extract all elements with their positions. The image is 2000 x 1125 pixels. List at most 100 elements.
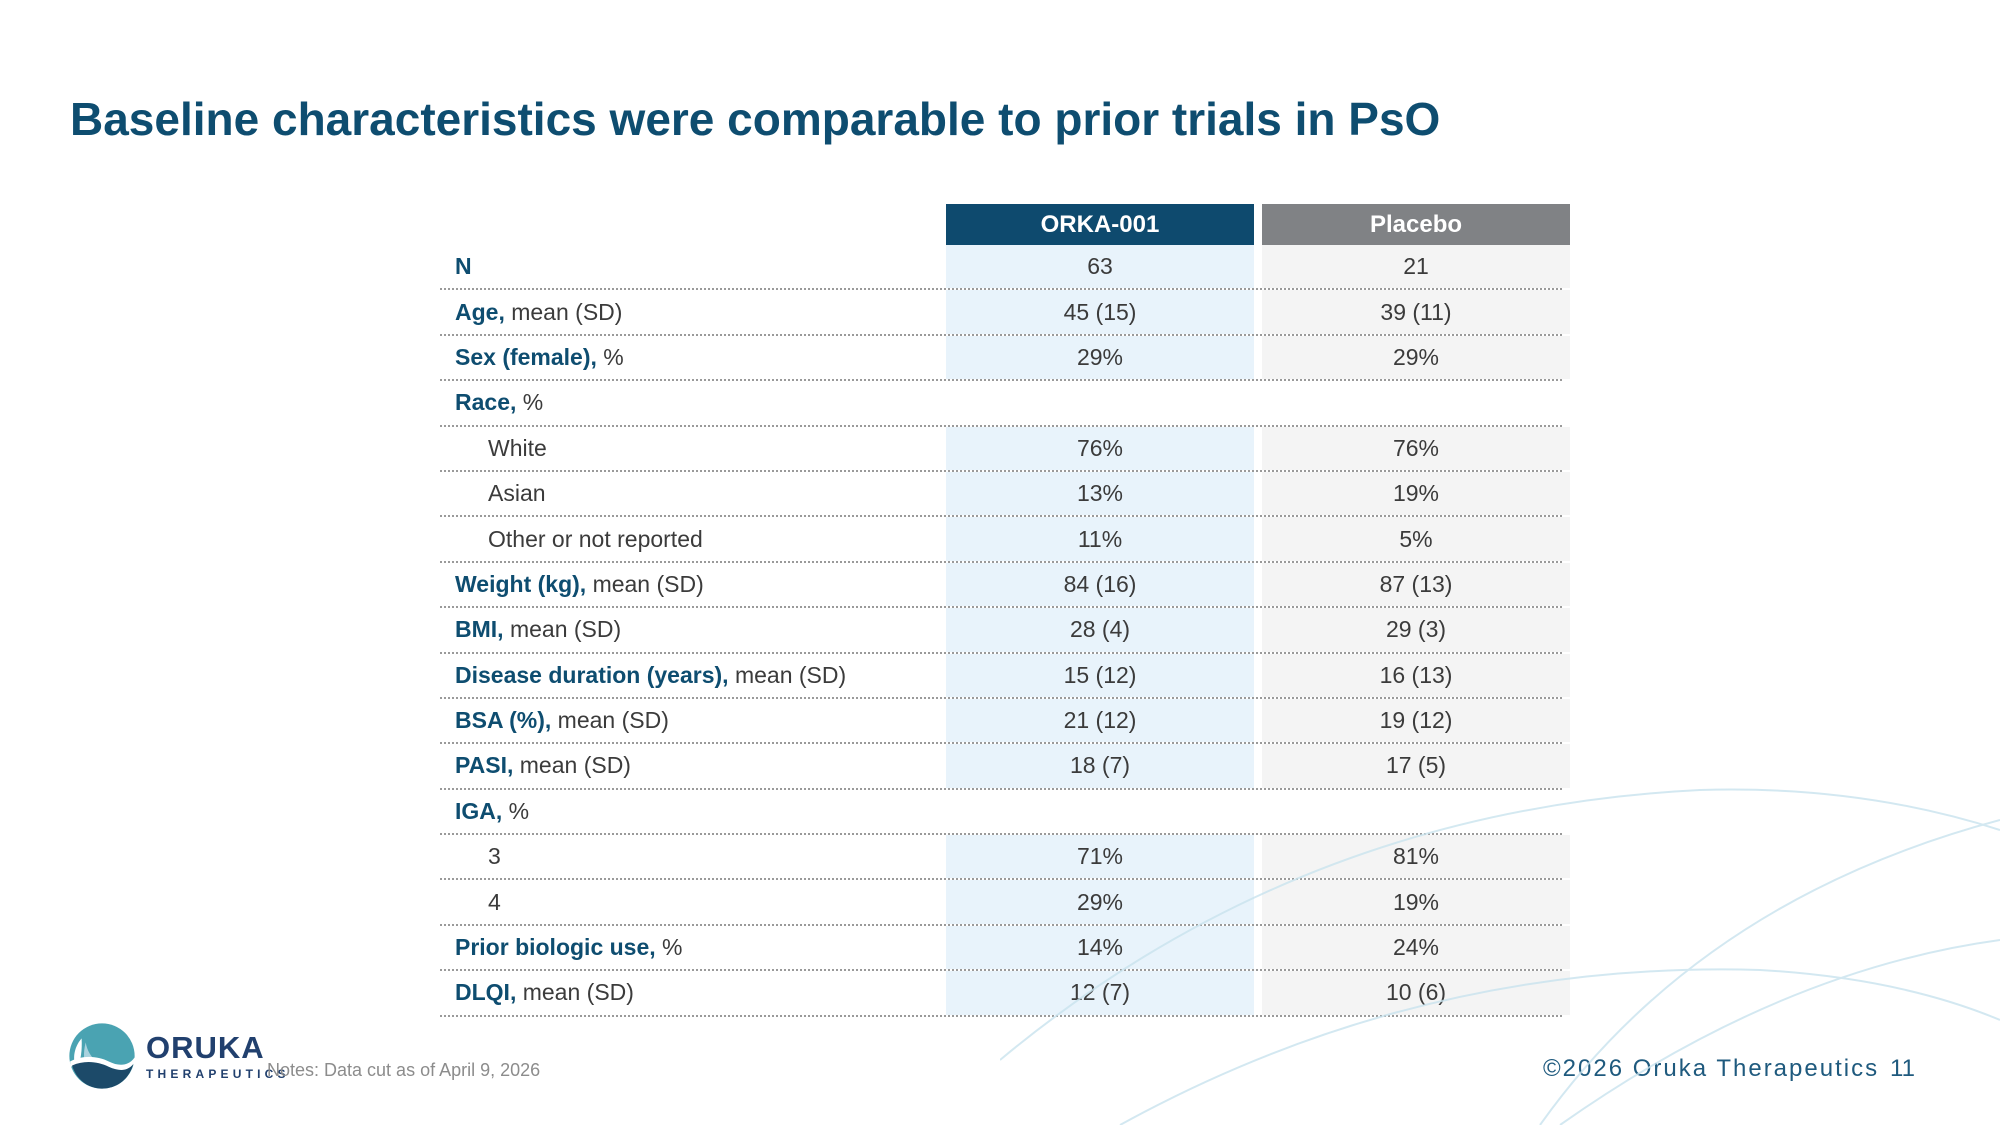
- row-label-term: Race,: [455, 389, 517, 416]
- page-title: Baseline characteristics were comparable…: [70, 92, 1441, 145]
- placebo-value-cell: 19%: [1262, 471, 1570, 516]
- orka-value-cell: [946, 790, 1254, 833]
- placebo-value-cell: 16 (13): [1262, 653, 1570, 697]
- placebo-value-cell: 19%: [1262, 880, 1570, 924]
- oruka-logo-icon: [69, 1023, 135, 1089]
- table-row: N 63 21: [440, 245, 1570, 291]
- row-label-qualifier: mean (SD): [503, 616, 622, 643]
- row-label-qualifier: White: [488, 434, 547, 461]
- orka-value-cell: 29%: [946, 335, 1254, 380]
- row-label-qualifier: mean (SD): [504, 298, 623, 325]
- orka-value-cell: 63: [946, 245, 1254, 289]
- placebo-value-cell: [1262, 790, 1570, 833]
- row-label-qualifier: %: [596, 343, 624, 370]
- page-number: 11: [1890, 1055, 1915, 1082]
- header-spacer: [440, 204, 938, 245]
- row-label: Prior biologic use, %: [440, 926, 938, 969]
- row-label: Race, %: [440, 381, 938, 424]
- row-label: Disease duration (years), mean (SD): [440, 654, 938, 697]
- row-label-term: Sex (female),: [455, 343, 597, 370]
- column-header-orka-001: ORKA-001: [946, 204, 1254, 245]
- row-label-term: BMI,: [455, 616, 504, 643]
- row-label-qualifier: mean (SD): [516, 979, 634, 1006]
- row-label: PASI, mean (SD): [440, 744, 938, 787]
- row-label-qualifier: 4: [488, 888, 501, 915]
- table-header-row: ORKA-001 Placebo: [440, 204, 1570, 245]
- orka-value-cell: 14%: [946, 925, 1254, 970]
- placebo-value-cell: 81%: [1262, 835, 1570, 879]
- row-label-qualifier: mean (SD): [513, 752, 631, 779]
- row-label-term: Weight (kg),: [455, 570, 587, 597]
- table-row: DLQI, mean (SD) 12 (7) 10 (6): [440, 971, 1570, 1017]
- row-label-term: Age,: [455, 298, 505, 325]
- orka-value-cell: 15 (12): [946, 653, 1254, 697]
- row-label-qualifier: mean (SD): [551, 707, 669, 734]
- table-row: Sex (female), % 29% 29%: [440, 335, 1570, 382]
- table-row: 4 29% 19%: [440, 880, 1570, 926]
- placebo-value-cell: [1262, 381, 1570, 424]
- table-row: Age, mean (SD) 45 (15) 39 (11): [440, 290, 1570, 336]
- notes-text: Notes: Data cut as of April 9, 2026: [267, 1060, 541, 1080]
- placebo-value-cell: 17 (5): [1262, 744, 1570, 788]
- placebo-value-cell: 5%: [1262, 517, 1570, 561]
- row-label-term: PASI,: [455, 752, 514, 779]
- orka-value-cell: 21 (12): [946, 698, 1254, 743]
- row-label: 4: [440, 880, 938, 923]
- row-label-term: N: [455, 253, 472, 280]
- row-label: 3: [440, 835, 938, 878]
- copyright-text: ©2026 Oruka Therapeutics: [1543, 1055, 1880, 1082]
- oruka-logo: ORUKA THERAPEUTICS: [68, 1022, 290, 1090]
- orka-value-cell: 12 (7): [946, 971, 1254, 1015]
- row-label: Other or not reported: [440, 517, 938, 560]
- orka-value-cell: 84 (16): [946, 562, 1254, 607]
- placebo-value-cell: 39 (11): [1262, 290, 1570, 334]
- table-row: Race, %: [440, 381, 1562, 427]
- orka-value-cell: 29%: [946, 880, 1254, 924]
- orka-value-cell: 71%: [946, 835, 1254, 879]
- column-header-placebo: Placebo: [1262, 204, 1570, 245]
- table-row: PASI, mean (SD) 18 (7) 17 (5): [440, 744, 1570, 790]
- row-label: Age, mean (SD): [440, 290, 938, 333]
- row-label-qualifier: %: [502, 797, 530, 824]
- table-row: IGA, %: [440, 790, 1562, 836]
- logo-subtext: THERAPEUTICS: [146, 1066, 290, 1081]
- orka-value-cell: 28 (4): [946, 608, 1254, 652]
- table-body: N 63 21 Age, mean (SD) 45 (15) 39 (11) S…: [440, 245, 1570, 1017]
- row-label: IGA, %: [440, 790, 938, 833]
- row-label: Sex (female), %: [440, 336, 938, 379]
- placebo-value-cell: 87 (13): [1262, 562, 1570, 607]
- row-label: BMI, mean (SD): [440, 608, 938, 651]
- table-row: Other or not reported 11% 5%: [440, 517, 1570, 563]
- table-row: Weight (kg), mean (SD) 84 (16) 87 (13): [440, 562, 1570, 609]
- row-label: Asian: [440, 472, 938, 515]
- table-row: BMI, mean (SD) 28 (4) 29 (3): [440, 608, 1570, 654]
- orka-value-cell: 76%: [946, 426, 1254, 470]
- row-label-term: BSA (%),: [455, 707, 552, 734]
- orka-value-cell: 13%: [946, 471, 1254, 516]
- placebo-value-cell: 21: [1262, 245, 1570, 289]
- row-label: DLQI, mean (SD): [440, 971, 938, 1014]
- table-row: BSA (%), mean (SD) 21 (12) 19 (12): [440, 698, 1570, 745]
- table-row: White 76% 76%: [440, 426, 1570, 472]
- orka-value-cell: 11%: [946, 517, 1254, 561]
- placebo-value-cell: 29 (3): [1262, 608, 1570, 652]
- orka-value-cell: [946, 381, 1254, 424]
- table-row: Asian 13% 19%: [440, 471, 1570, 518]
- row-label-qualifier: 3: [488, 843, 501, 870]
- placebo-value-cell: 24%: [1262, 925, 1570, 970]
- row-label-qualifier: Asian: [488, 480, 546, 507]
- logo-wordmark: ORUKA: [146, 1029, 265, 1065]
- table-row: Prior biologic use, % 14% 24%: [440, 925, 1570, 972]
- row-label-qualifier: mean (SD): [728, 661, 847, 688]
- placebo-value-cell: 29%: [1262, 335, 1570, 380]
- table-row: Disease duration (years), mean (SD) 15 (…: [440, 653, 1570, 699]
- row-label-qualifier: mean (SD): [586, 570, 704, 597]
- oruka-logo-text: ORUKA THERAPEUTICS: [146, 1032, 290, 1081]
- row-label: Weight (kg), mean (SD): [440, 563, 938, 606]
- row-label-qualifier: Other or not reported: [488, 525, 703, 552]
- row-label-term: DLQI,: [455, 979, 517, 1006]
- row-label-term: Disease duration (years),: [455, 661, 729, 688]
- baseline-characteristics-table: ORKA-001 Placebo N 63 21 Age, mean (SD) …: [440, 204, 1570, 1017]
- row-label: White: [440, 427, 938, 470]
- placebo-value-cell: 76%: [1262, 426, 1570, 470]
